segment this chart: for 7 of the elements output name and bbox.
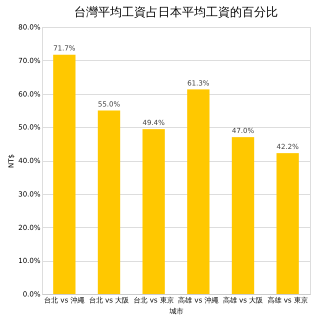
- chart-title: 台灣平均工資占日本平均工資的百分比: [74, 5, 278, 19]
- bar: [276, 153, 299, 294]
- bar: [53, 54, 76, 294]
- bar: [98, 110, 120, 294]
- bar: [142, 129, 165, 294]
- bar: [187, 89, 210, 294]
- bar: [232, 137, 254, 294]
